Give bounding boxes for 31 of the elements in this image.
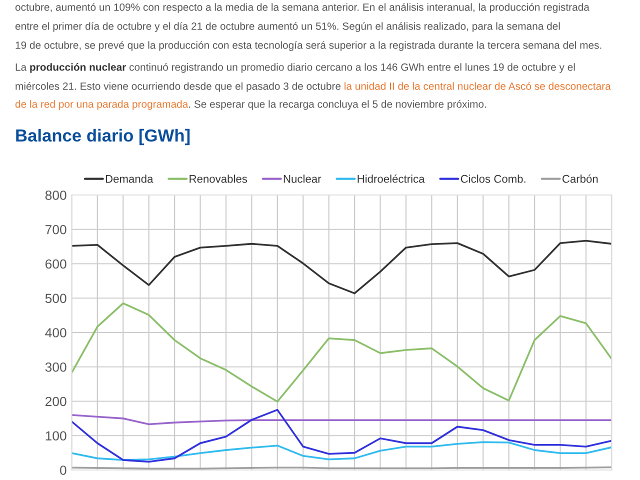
text: continuó registrando un promedio diario cercano a los 146 GWh entre el lunes 19 de octubre y el (129, 63, 575, 73)
y-tick-label: 0 (60, 466, 66, 475)
y-tick-label: 600 (45, 259, 66, 269)
line-series (72, 414, 612, 426)
text: de la red por una parada programada (15, 100, 188, 110)
y-tick-label: 700 (46, 224, 66, 234)
text: . Se esperar que la recarga concluya el 5 de noviembre próximo. (189, 100, 486, 110)
line-series (72, 240, 612, 294)
legend-label: Hidroeléctrica (358, 174, 425, 183)
text: La (16, 64, 27, 71)
line-series (72, 441, 612, 461)
line-series (72, 408, 612, 463)
legend-label: Renovables (190, 174, 248, 183)
legend-label: Carbón (562, 174, 598, 183)
y-tick-label: 200 (45, 396, 66, 406)
text: entre el primer día de octubre y el día 21 de octubre aumentó un 51%. Según el análisis realizado, para la semana del (15, 22, 560, 32)
text: miércoles 21. Esto viene ocurriendo desde que el pasado 3 de octubre (16, 82, 341, 92)
legend-label: Demanda (106, 174, 154, 183)
line-series (72, 302, 612, 402)
y-tick-label: 300 (45, 362, 66, 372)
text: octubre, aumentó un 109% con respecto a la media de la semana anterior. En el análisis interanual, la producción registrada (15, 3, 590, 13)
text: producción nuclear (30, 63, 126, 73)
text: 19 de octubre, se prevé que la producción con esta tecnología será superior a la registrada durante la tercera semana del mes. (16, 41, 602, 51)
legend-label: Ciclos Comb. (460, 174, 526, 183)
legend-label: Nuclear (284, 174, 322, 183)
y-tick-label: 800 (45, 190, 66, 200)
text: la unidad II de la central nuclear de Ascó se desconectara (344, 82, 611, 90)
y-tick-label: 100 (46, 431, 66, 441)
y-tick-label: 500 (45, 294, 66, 304)
y-tick-label: 400 (45, 328, 66, 338)
chart-title: Balance diario [GWh] (16, 128, 190, 146)
